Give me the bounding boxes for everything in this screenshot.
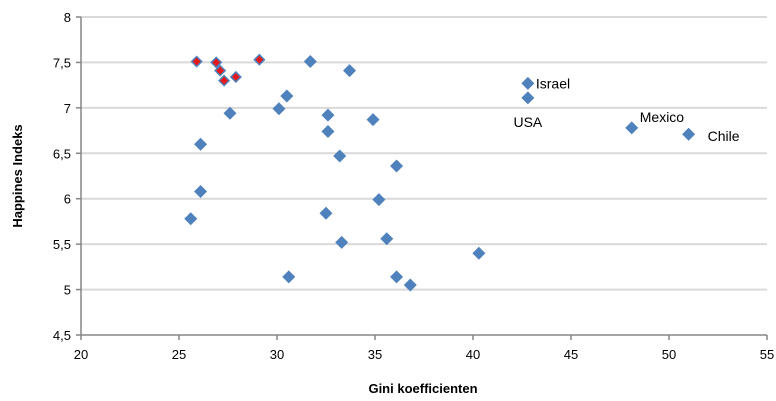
x-tick-labels: 20 25 30 35 40 45 50 55 bbox=[74, 347, 774, 362]
data-marker bbox=[303, 55, 317, 69]
data-marker bbox=[223, 106, 237, 120]
highlight-marker bbox=[210, 56, 223, 69]
data-marker bbox=[280, 89, 294, 103]
point-label: Israel bbox=[536, 75, 570, 91]
y-tick-label: 7 bbox=[64, 101, 71, 116]
y-tick-label: 7,5 bbox=[53, 55, 71, 70]
data-points bbox=[184, 53, 696, 292]
highlight-marker bbox=[229, 70, 242, 84]
data-marker bbox=[372, 193, 386, 207]
data-marker bbox=[184, 212, 198, 226]
y-tick-label: 4,5 bbox=[53, 328, 71, 343]
data-marker bbox=[682, 127, 696, 141]
data-marker bbox=[343, 64, 357, 78]
data-marker bbox=[625, 121, 639, 135]
gridlines bbox=[81, 16, 767, 291]
highlight-marker bbox=[253, 53, 266, 66]
data-marker bbox=[390, 159, 404, 173]
data-marker bbox=[380, 232, 394, 246]
data-marker bbox=[272, 102, 286, 116]
x-tick-label: 55 bbox=[760, 347, 774, 362]
x-tick-label: 35 bbox=[368, 347, 382, 362]
data-marker bbox=[333, 149, 347, 163]
highlight-marker bbox=[218, 74, 231, 87]
highlight-marker bbox=[214, 64, 227, 77]
y-tick-label: 5 bbox=[64, 283, 71, 298]
x-axis-title: Gini koefficienten bbox=[368, 381, 477, 396]
x-tick-label: 25 bbox=[172, 347, 186, 362]
y-tick-label: 8 bbox=[64, 10, 71, 25]
y-axis-title: Happines Indeks bbox=[10, 124, 25, 227]
highlight-marker bbox=[190, 55, 203, 68]
y-tick-label: 6 bbox=[64, 192, 71, 207]
point-label: Chile bbox=[708, 128, 740, 144]
x-tick-label: 20 bbox=[74, 347, 88, 362]
x-tick-label: 50 bbox=[662, 347, 676, 362]
y-tick-label: 5,5 bbox=[53, 237, 71, 252]
data-marker bbox=[194, 184, 208, 198]
x-tick-label: 45 bbox=[564, 347, 578, 362]
x-tick-label: 30 bbox=[270, 347, 284, 362]
data-marker bbox=[472, 246, 486, 260]
y-tick-label: 6,5 bbox=[53, 146, 71, 161]
data-marker bbox=[194, 137, 208, 151]
point-annotations: Israel USA Mexico Chile bbox=[513, 75, 739, 144]
data-marker bbox=[321, 108, 335, 122]
data-marker bbox=[319, 206, 333, 220]
data-marker bbox=[321, 124, 335, 138]
data-marker bbox=[403, 278, 417, 292]
data-marker bbox=[366, 113, 380, 127]
axes bbox=[76, 16, 768, 340]
point-label: USA bbox=[513, 114, 542, 130]
data-marker bbox=[335, 235, 349, 249]
x-tick-label: 40 bbox=[466, 347, 480, 362]
data-marker bbox=[390, 270, 404, 284]
data-marker bbox=[282, 270, 296, 284]
y-tick-labels: 4,5 5 5,5 6 6,5 7 7,5 8 bbox=[53, 10, 71, 343]
data-marker bbox=[521, 91, 535, 105]
data-marker bbox=[521, 76, 535, 90]
point-label: Mexico bbox=[640, 109, 685, 125]
